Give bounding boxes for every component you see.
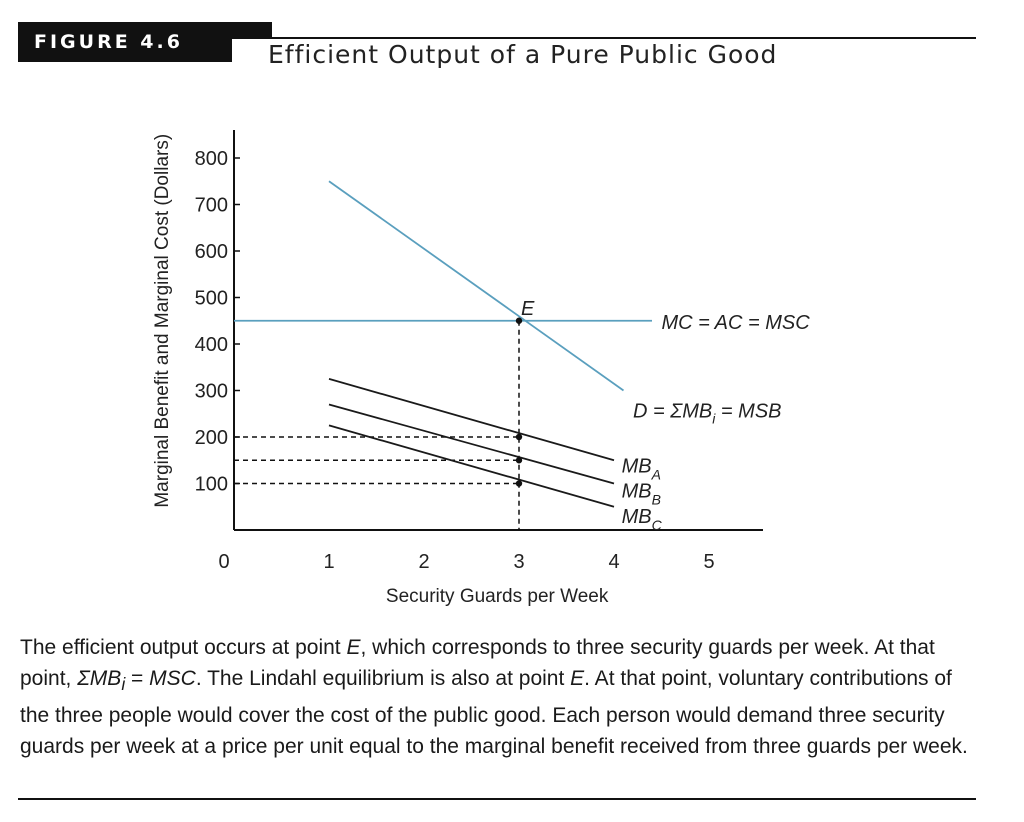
caption-msc: MSC [149,667,196,690]
caption-sum-mb: ΣMB [77,667,122,690]
x-tick-label-0: 0 [218,551,229,573]
y-tick-label-500: 500 [195,288,228,310]
caption-text-1: The efficient output occurs at point [20,636,347,659]
label-mb-c: MBC [622,506,663,533]
y-tick-label-700: 700 [195,195,228,217]
figure-label: FIGURE 4.6 [18,22,232,62]
point-100 [515,480,523,487]
guide-lines [234,320,520,530]
ticks: 100 200 300 400 500 600 700 800 0 1 2 3 4 5 [195,148,715,573]
point-150 [515,457,523,464]
chart: Security Guards per Week Marginal Benefit… [152,130,810,607]
label-e: E [521,298,535,320]
x-tick-label-1: 1 [323,551,334,573]
figure-caption: The efficient output occurs at point E, … [20,632,980,762]
caption-text-4: . The Lindahl equilibrium is also at poi… [195,667,571,690]
label-mb-a: MBA [622,455,661,482]
caption-text-2: , which corresponds to three security gu… [20,636,935,690]
caption-point-e-2: E [570,667,585,690]
y-axis-title: Marginal Benefit and Marginal Cost (Doll… [152,134,173,508]
bottom-rule [18,798,976,800]
mb-b-line [328,403,615,485]
top-rule [232,37,976,39]
point-e [515,317,523,324]
x-axis-title: Security Guards per Week [386,586,609,607]
label-mb-b: MBB [622,481,661,508]
y-tick-label-600: 600 [195,241,228,263]
label-mc: MC = AC = MSC [662,312,811,334]
label-demand: D = ΣMBi = MSB [633,401,782,427]
caption-point-e-1: E [346,636,361,659]
points [515,317,523,487]
x-tick-label-4: 4 [608,551,619,573]
y-tick-label-800: 800 [195,148,228,170]
x-tick-label-5: 5 [703,551,714,573]
x-tick-label-2: 2 [418,551,429,573]
figure-label-tab [232,22,272,38]
x-tick-label-3: 3 [513,551,524,573]
caption-sum-sub: i [121,674,126,695]
figure-title: Efficient Output of a Pure Public Good [268,40,778,69]
y-tick-label-200: 200 [195,427,228,449]
axes: Security Guards per Week Marginal Benefit… [152,130,763,607]
demand-msb-line [328,180,625,392]
y-tick-label-400: 400 [195,334,228,356]
mb-c-line [328,424,615,508]
y-tick-label-100: 100 [195,474,228,496]
series-lines [234,180,652,508]
y-tick-label-300: 300 [195,381,228,403]
mb-a-line [328,378,615,462]
caption-text-5: . At that point, voluntary contributions… [20,667,968,759]
point-200 [515,433,523,441]
caption-text-3: = [125,667,150,690]
